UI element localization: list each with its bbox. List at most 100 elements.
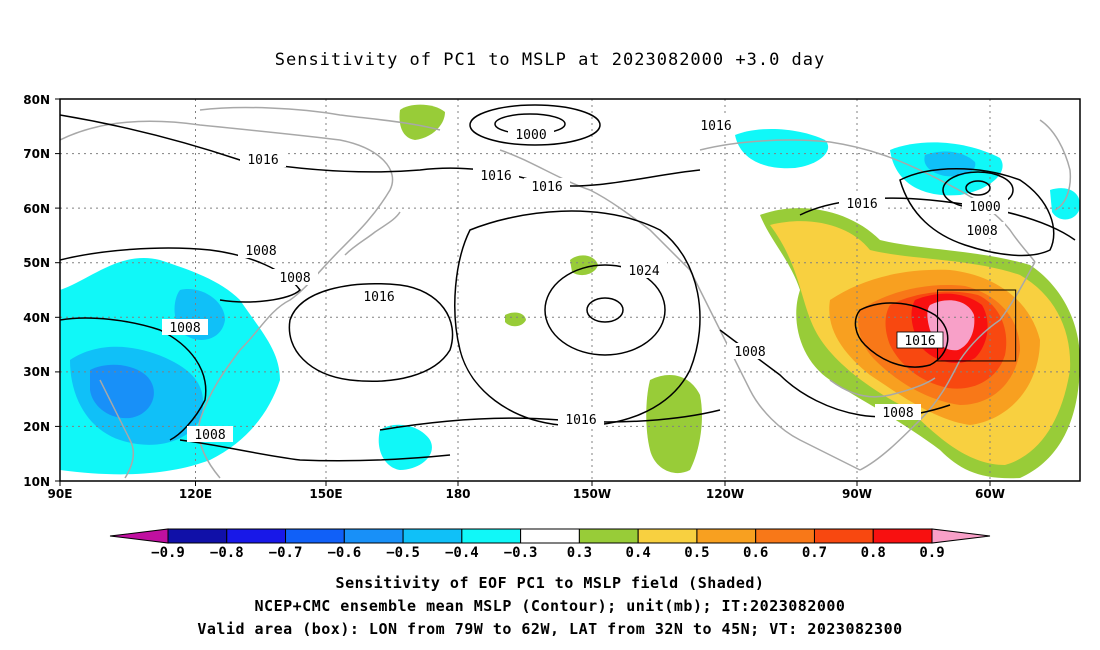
- contour-low-1000-north-pacific: [469, 104, 601, 146]
- colorbar-swatch: [813, 528, 874, 544]
- colorbar-tick-label: 0.3: [567, 545, 592, 561]
- map-title: Sensitivity of PC1 to MSLP at 2023082000…: [274, 50, 826, 70]
- contour-1016-canada: [799, 197, 1076, 241]
- contour-label: 1008: [245, 244, 276, 259]
- colorbar-swatch: [872, 528, 933, 544]
- colorbar-low-end: [109, 528, 169, 544]
- colorbar-tick-label: 0.8: [861, 545, 886, 561]
- contour-label: 1000: [515, 128, 546, 143]
- pos-sensitivity-green-baja: [646, 375, 702, 474]
- contour-label: 1016: [565, 413, 596, 428]
- latitude-labels: 80N 70N 60N 50N 40N 30N 20N 10N: [23, 93, 50, 489]
- lon-label-120e: 120E: [179, 487, 212, 501]
- contour-label: 1016: [846, 197, 877, 212]
- colorbar-tick-label: −0.4: [445, 545, 479, 561]
- caption-line-2: NCEP+CMC ensemble mean MSLP (Contour); u…: [254, 597, 846, 615]
- coastline-north-america-west: [689, 269, 861, 471]
- contour-1008-canada: [899, 168, 1055, 257]
- neg-sensitivity-cyan-north-pacific: [378, 424, 432, 470]
- contour-1016-west-pacific: [288, 283, 454, 382]
- coastline-north-america-east: [859, 261, 1036, 471]
- colorbar-high-end: [931, 528, 991, 544]
- contour-1008-south: [179, 439, 451, 462]
- colorbar-swatch: [343, 528, 404, 544]
- contour-label: 1016: [700, 119, 731, 134]
- lat-label-20n: 20N: [23, 420, 50, 434]
- coastline-indochina: [99, 379, 135, 479]
- colorbar-tick-label: 0.4: [626, 545, 651, 561]
- lat-label-50n: 50N: [23, 256, 50, 270]
- contour-label: 1016: [480, 169, 511, 184]
- contour-high-1024-center: [544, 264, 666, 356]
- colorbar-swatch: [637, 528, 698, 544]
- colorbar-swatch: [461, 528, 522, 544]
- pos-sensitivity-green-small: [505, 312, 526, 327]
- contour-label: 1016: [363, 290, 394, 305]
- colorbar-swatch: [167, 528, 228, 544]
- colorbar-tick-label: 0.6: [743, 545, 768, 561]
- contour-label: 1016: [531, 180, 562, 195]
- contour-label: 1024: [628, 264, 659, 279]
- valid-area-box: [937, 289, 1017, 362]
- lon-label-120w: 120W: [706, 487, 744, 501]
- neg-sensitivity-cyan-arctic-1: [735, 128, 829, 169]
- colorbar-tick-label: 0.7: [802, 545, 827, 561]
- contour-label: 1000: [969, 200, 1000, 215]
- neg-sensitivity-core-2: [90, 364, 154, 419]
- colorbar-swatch: [578, 528, 639, 544]
- mslp-contours: [60, 104, 1076, 462]
- lon-label-90w: 90W: [842, 487, 872, 501]
- lat-label-40n: 40N: [23, 311, 50, 325]
- contour-label-group: 1000 1016 1016 1016 1016 1016 1008 1008 …: [169, 119, 1001, 443]
- pos-sensitivity-green-arctic: [399, 104, 445, 140]
- colorbar-tick-label: 0.5: [684, 545, 709, 561]
- contour-label: 1016: [247, 153, 278, 168]
- colorbar-tick-label: −0.8: [210, 545, 244, 561]
- coastline-greenland: [1039, 119, 1072, 211]
- contour-1008-asia-south: [60, 317, 207, 441]
- colorbar-swatch: [402, 528, 463, 544]
- colorbar-swatch: [520, 528, 580, 544]
- contour-1008-asia: [60, 247, 301, 303]
- colorbar-tick-label: −0.6: [327, 545, 361, 561]
- caption-line-1: Sensitivity of EOF PC1 to MSLP field (Sh…: [335, 574, 765, 592]
- colorbar: −0.9 −0.8 −0.7 −0.6 −0.5 −0.4 −0.3 0.3 0.4 0.5 0.6…: [109, 528, 991, 561]
- coastline-arctic-asia: [199, 106, 441, 131]
- contour-high-1024-core: [586, 297, 624, 323]
- lat-label-10n: 10N: [23, 475, 50, 489]
- colorbar-tick-label: 0.9: [919, 545, 944, 561]
- contour-1016-na-box: [854, 302, 949, 368]
- contour-low-992-canada: [965, 180, 991, 196]
- map-frame: [59, 98, 1081, 482]
- coastline-asia: [60, 120, 394, 479]
- contour-label: 1008: [194, 428, 225, 443]
- lat-label-60n: 60N: [23, 202, 50, 216]
- colorbar-tick-label: −0.9: [151, 545, 185, 561]
- lon-label-150w: 150W: [573, 487, 611, 501]
- colorbar-swatch: [226, 528, 287, 544]
- neg-sensitivity-cyan-east-edge: [1050, 188, 1080, 220]
- contour-label: 1008: [966, 224, 997, 239]
- colorbar-tick-label: −0.5: [386, 545, 420, 561]
- caption-line-3: Valid area (box): LON from 79W to 62W, L…: [197, 620, 903, 638]
- colorbar-swatch: [285, 528, 345, 544]
- contour-label: 1008: [734, 345, 765, 360]
- colorbar-swatch: [755, 528, 815, 544]
- contour-label: 1016: [904, 334, 935, 349]
- colorbar-tick-label: −0.7: [269, 545, 303, 561]
- longitude-labels: 90E 120E 150E 180 150W 120W 90W 60W: [48, 487, 1005, 501]
- coastline-gulf: [829, 377, 936, 398]
- coastline-alaska: [499, 149, 691, 271]
- lat-label-80n: 80N: [23, 93, 50, 107]
- contour-1016-east-pacific-high: [454, 210, 701, 427]
- lon-label-150e: 150E: [309, 487, 342, 501]
- lon-label-180: 180: [445, 487, 470, 501]
- coastline-japan: [344, 211, 401, 256]
- lon-label-60w: 60W: [975, 487, 1005, 501]
- contour-label: 1008: [169, 321, 200, 336]
- lat-label-30n: 30N: [23, 365, 50, 379]
- contour-1016-upper: [60, 114, 701, 187]
- axis-ticks: [55, 98, 991, 486]
- lon-label-90e: 90E: [48, 487, 73, 501]
